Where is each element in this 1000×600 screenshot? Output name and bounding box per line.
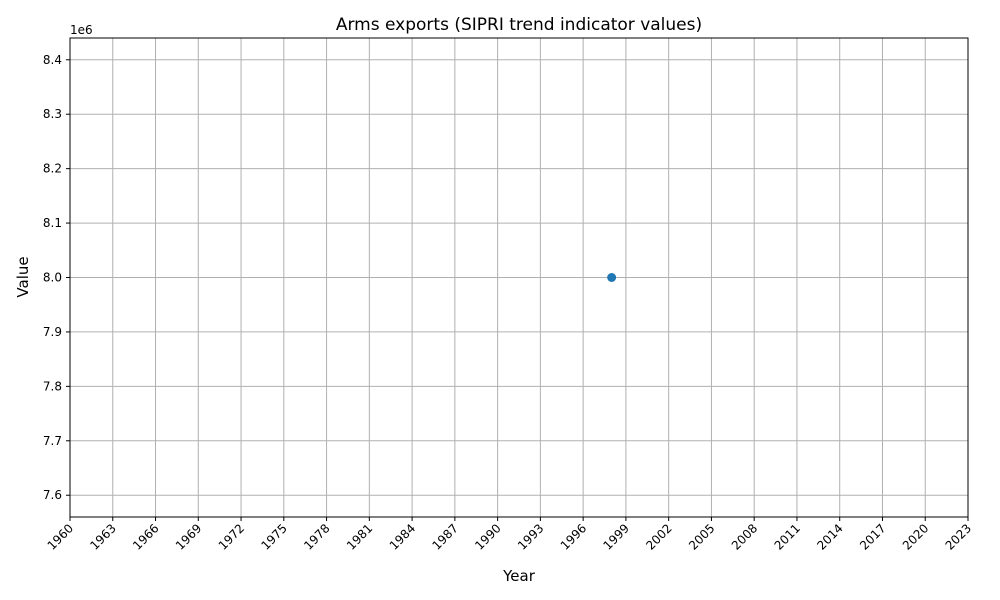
grid bbox=[69, 38, 969, 517]
x-tick-label: 2005 bbox=[686, 521, 717, 552]
x-tick-label: 2002 bbox=[643, 521, 674, 552]
y-tick-label: 8.1 bbox=[43, 216, 62, 230]
x-tick-label: 1966 bbox=[130, 521, 161, 552]
x-tick-label: 1975 bbox=[258, 521, 289, 552]
y-tick-label: 7.7 bbox=[43, 434, 62, 448]
y-tick-label: 7.9 bbox=[43, 325, 62, 339]
x-tick-label: 2017 bbox=[857, 521, 888, 552]
y-tick-label: 8.2 bbox=[43, 162, 62, 176]
y-tick-label: 7.6 bbox=[43, 488, 62, 502]
x-axis-ticks: 1960 1963 1966 1969 1972 1975 1978 1981 1984 1987… bbox=[45, 517, 974, 553]
y-tick-label: 8.3 bbox=[43, 107, 62, 121]
x-tick-label: 1987 bbox=[429, 521, 460, 552]
x-tick-label: 1963 bbox=[87, 521, 118, 552]
y-axis-ticks: 7.6 7.7 7.8 7.9 8.0 8.1 8.2 8.3 8.4 bbox=[43, 53, 70, 502]
x-axis-label: Year bbox=[502, 567, 536, 585]
y-tick-label: 8.0 bbox=[43, 271, 62, 285]
x-tick-label: 1996 bbox=[558, 521, 589, 552]
x-tick-label: 2023 bbox=[943, 521, 974, 552]
x-tick-label: 1981 bbox=[344, 521, 375, 552]
x-tick-label: 1972 bbox=[216, 521, 247, 552]
y-tick-label: 7.8 bbox=[43, 379, 62, 393]
x-tick-label: 1984 bbox=[387, 521, 418, 552]
x-tick-label: 1960 bbox=[45, 521, 76, 552]
y-tick-label: 8.4 bbox=[43, 53, 62, 67]
x-tick-label: 1993 bbox=[515, 521, 546, 552]
y-axis-label: Value bbox=[14, 256, 32, 297]
x-tick-label: 1969 bbox=[173, 521, 204, 552]
chart-title: Arms exports (SIPRI trend indicator valu… bbox=[336, 15, 702, 35]
x-tick-label: 2014 bbox=[814, 521, 845, 552]
x-tick-label: 1978 bbox=[301, 521, 332, 552]
x-tick-label: 2020 bbox=[900, 521, 931, 552]
x-tick-label: 1990 bbox=[472, 521, 503, 552]
y-offset-label: 1e6 bbox=[70, 23, 93, 37]
data-point bbox=[607, 273, 617, 282]
x-tick-label: 2008 bbox=[729, 521, 760, 552]
x-tick-label: 1999 bbox=[601, 521, 632, 552]
x-tick-label: 2011 bbox=[772, 521, 803, 552]
data-points bbox=[607, 273, 617, 282]
